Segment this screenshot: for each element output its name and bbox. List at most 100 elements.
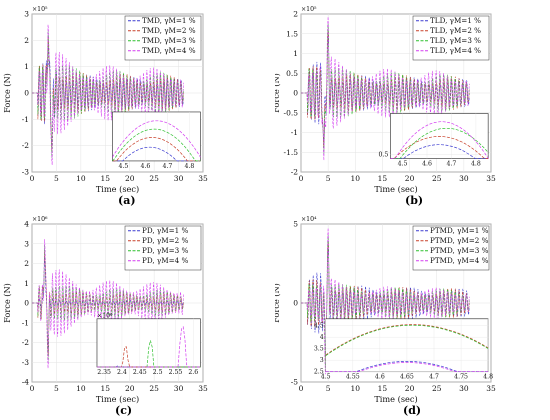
y-tick-label: -1: [22, 318, 29, 327]
x-tick-label: 35: [198, 384, 208, 393]
inset-series-line: [390, 144, 489, 159]
panel-a-label: (a): [118, 194, 136, 207]
chart-c-svg: 0 5 10 15 20 25 30 35 -4 -3 -2 -1 0 1 2 3 4 Time (sec) For…: [2, 216, 208, 404]
inset-y-tick-label: 0.5: [378, 151, 388, 158]
inset-exponent-label: ×10⁶: [97, 312, 113, 319]
series-line: [32, 24, 184, 166]
inset-x-tick-label: 2.35: [97, 369, 111, 376]
y-exponent-label: ×10⁵: [301, 6, 317, 13]
inset-series-line: [112, 128, 201, 162]
x-tick-label: 20: [405, 384, 415, 393]
legend-entry: PD, γM=2 %: [142, 236, 188, 245]
x-tick-label: 15: [101, 174, 111, 183]
y-tick-label: 1: [24, 62, 29, 71]
y-tick-label: -0.5: [284, 108, 299, 117]
x-tick-label: 20: [125, 384, 135, 393]
inset-y-tick-label: 2.5: [314, 369, 324, 376]
x-tick-label: 35: [486, 384, 496, 393]
inset-x-tick-label: 2.45: [133, 369, 147, 376]
series-line: [301, 16, 470, 161]
inset-series-line: [112, 137, 201, 162]
x-tick-label: 35: [486, 174, 496, 183]
y-tick-label: -2: [22, 141, 30, 150]
chart-a-svg: 0 5 10 15 20 25 30 35 -3 -2 -1 0 1 2 3 Time (sec) Force …: [2, 6, 208, 194]
chart-b-svg: 0 5 10 15 20 25 30 35 -2 -1.5 -1 -0.5 0 0.5 1 1.5 2 Time …: [275, 6, 496, 194]
inset-series-line: [325, 324, 489, 356]
x-tick-label: 0: [30, 384, 35, 393]
legend-entry: PTMD, γM=2 %: [430, 236, 489, 245]
chart-panel-c: 0 5 10 15 20 25 30 35 -4 -3 -2 -1 0 1 2 3 4 Time (sec) For…: [0, 210, 275, 420]
legend-entry: PD, γM=3 %: [142, 246, 188, 255]
x-axis-label: Time (sec): [96, 184, 139, 194]
y-tick-label: 0: [293, 89, 298, 98]
x-tick-label: 10: [351, 174, 361, 183]
inset-series-line: [390, 127, 489, 159]
inset-x-tick-label: 4.6: [140, 163, 150, 170]
inset-series-line: [325, 362, 489, 373]
y-exponent-label: ×10⁴: [301, 216, 317, 223]
x-tick-label: 30: [459, 174, 469, 183]
y-axis-label: Force (N): [275, 283, 281, 323]
legend-box: [412, 15, 490, 61]
y-tick-label: 2: [24, 36, 29, 45]
legend-entry: TLD, γM=1 %: [430, 16, 481, 25]
legend-entry: TMD, γM=4 %: [142, 46, 196, 55]
legend-box: [124, 225, 202, 271]
inset-x-tick-label: 4.8: [185, 163, 195, 170]
y-tick-label: 1.5: [286, 29, 298, 38]
y-tick-label: 4: [24, 220, 29, 229]
inset-x-tick-label: 4.7: [429, 374, 439, 381]
inset-series-line: [112, 120, 201, 158]
inset-x-tick-label: 2.6: [188, 369, 198, 376]
x-tick-label: 30: [459, 384, 469, 393]
y-tick-label: -2: [291, 168, 299, 177]
x-tick-label: 5: [326, 174, 331, 183]
x-tick-label: 25: [432, 174, 442, 183]
inset-x-tick-label: 4.75: [454, 374, 468, 381]
y-tick-label: 3: [24, 10, 29, 19]
chart-panel-b: 0 5 10 15 20 25 30 35 -2 -1.5 -1 -0.5 0 0.5 1 1.5 2 Time …: [275, 0, 550, 210]
inset-x-tick-label: 4.8: [483, 374, 493, 381]
y-tick-label: 2: [24, 259, 29, 268]
legend-entry: TMD, γM=2 %: [142, 26, 196, 35]
y-axis-label: Force (N): [2, 283, 12, 323]
x-tick-label: 15: [378, 384, 388, 393]
x-tick-label: 25: [149, 384, 159, 393]
x-axis-label: Time (sec): [96, 394, 139, 404]
x-tick-label: 25: [149, 174, 159, 183]
legend-entry: PD, γM=1 %: [142, 226, 188, 235]
x-tick-label: 15: [378, 174, 388, 183]
x-tick-label: 0: [299, 384, 304, 393]
y-tick-label: -3: [22, 358, 30, 367]
x-tick-label: 15: [101, 384, 111, 393]
legend-box: [412, 225, 490, 271]
inset-x-tick-label: 4.7: [162, 163, 172, 170]
panel-b-label: (b): [405, 194, 424, 207]
x-tick-label: 30: [174, 174, 184, 183]
legend-entry: TMD, γM=3 %: [142, 36, 196, 45]
y-tick-label: 1: [293, 49, 298, 58]
x-tick-label: 10: [76, 384, 86, 393]
legend-box: [124, 15, 202, 61]
inset-x-tick-label: 4.65: [400, 374, 414, 381]
x-tick-label: 0: [30, 174, 35, 183]
y-exponent-label: ×10⁶: [32, 216, 48, 223]
inset-y-tick-label: 3: [320, 357, 324, 364]
inset-series-line: [325, 324, 489, 356]
series-line: [301, 23, 470, 155]
inset-series-line: [112, 146, 201, 162]
legend-entry: TLD, γM=2 %: [430, 26, 481, 35]
inset-x-tick-label: 4.6: [422, 161, 432, 168]
inset-x-tick-label: 2.5: [153, 369, 163, 376]
x-tick-label: 20: [405, 174, 415, 183]
y-tick-label: -1.5: [284, 148, 299, 157]
x-tick-label: 5: [326, 384, 331, 393]
y-tick-label: -3: [22, 168, 30, 177]
panel-c-label: (c): [115, 404, 133, 417]
legend-entry: PTMD, γM=3 %: [430, 246, 489, 255]
inset-plot-area: [112, 111, 201, 162]
legend-entry: TMD, γM=1 %: [142, 16, 196, 25]
x-tick-label: 10: [76, 174, 86, 183]
legend-entry: PD, γM=4 %: [142, 256, 188, 265]
y-tick-label: 0: [24, 89, 29, 98]
